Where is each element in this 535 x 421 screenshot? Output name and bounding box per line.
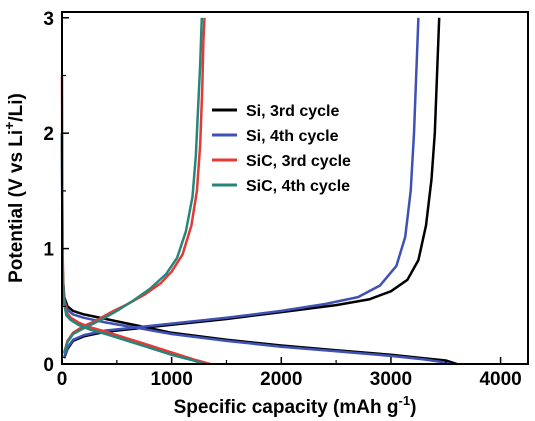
y-tick-label: 1	[43, 240, 54, 261]
y-axis-title-text: Potential (V vs Li	[6, 130, 27, 283]
y-axis-title-end: /Li)	[6, 93, 27, 122]
y-tick-label: 0	[43, 355, 54, 376]
series-line-sic-3rd-cycle-charge	[62, 17, 206, 353]
x-tick-label: 2000	[260, 369, 302, 390]
y-tick-label: 3	[43, 9, 54, 30]
legend-label: Si, 3rd cycle	[246, 103, 339, 120]
x-axis-title-text: Specific capacity (mAh g	[174, 397, 399, 418]
series-line-sic-4th-cycle-discharge	[60, 133, 205, 366]
plot-frame	[61, 11, 529, 365]
x-axis-title: Specific capacity (mAh g-1)	[174, 393, 417, 418]
x-tick-label: 0	[57, 369, 68, 390]
axis-ticks: 0 1000 2000 3000 4000 0 1 2 3	[43, 9, 521, 390]
x-axis-title-sup: -1	[399, 393, 411, 408]
legend-label: SiC, 3rd cycle	[246, 153, 351, 170]
y-axis-title-sup: +	[1, 122, 17, 130]
series-line-sic-4th-cycle-charge	[62, 17, 204, 354]
series-line-si-4th-cycle-charge	[63, 17, 420, 358]
series-layer	[60, 17, 458, 366]
y-tick-label: 2	[43, 124, 54, 145]
legend-label: Si, 4th cycle	[246, 128, 339, 145]
x-axis-title-end: )	[410, 397, 416, 418]
legend: Si, 3rd cycle Si, 4th cycle SiC, 3rd cycle…	[212, 103, 351, 195]
x-tick-label: 4000	[479, 369, 521, 390]
legend-label: SiC, 4th cycle	[246, 178, 350, 195]
y-axis-title: Potential (V vs Li+/Li)	[1, 93, 27, 283]
x-tick-label: 3000	[370, 369, 412, 390]
x-tick-label: 1000	[151, 369, 193, 390]
